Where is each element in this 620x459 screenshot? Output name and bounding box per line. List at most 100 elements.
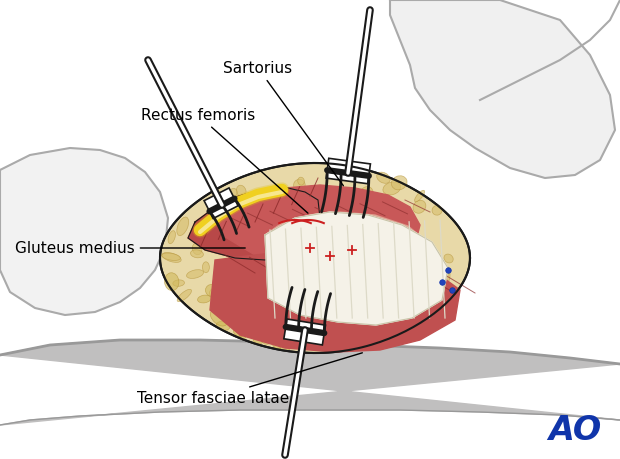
Ellipse shape — [245, 278, 263, 287]
Text: AO: AO — [548, 414, 601, 447]
Ellipse shape — [434, 269, 445, 279]
Ellipse shape — [168, 231, 175, 244]
Ellipse shape — [423, 254, 434, 269]
Ellipse shape — [398, 239, 407, 251]
Ellipse shape — [373, 332, 386, 344]
Ellipse shape — [203, 262, 210, 273]
Ellipse shape — [242, 279, 258, 290]
Ellipse shape — [363, 189, 371, 197]
Ellipse shape — [231, 277, 244, 287]
Ellipse shape — [271, 301, 287, 317]
Ellipse shape — [254, 329, 268, 344]
Ellipse shape — [360, 187, 373, 201]
Ellipse shape — [414, 261, 426, 277]
Ellipse shape — [413, 200, 426, 213]
Ellipse shape — [229, 188, 237, 197]
Ellipse shape — [358, 319, 366, 325]
Ellipse shape — [414, 247, 426, 258]
Ellipse shape — [265, 284, 276, 295]
Ellipse shape — [415, 190, 425, 202]
Polygon shape — [0, 340, 620, 425]
Polygon shape — [218, 185, 420, 268]
Polygon shape — [204, 188, 238, 218]
Ellipse shape — [327, 328, 338, 339]
Ellipse shape — [202, 222, 208, 230]
Ellipse shape — [173, 280, 185, 286]
Ellipse shape — [205, 284, 218, 297]
Polygon shape — [265, 212, 448, 268]
Polygon shape — [390, 0, 615, 178]
Ellipse shape — [246, 206, 256, 214]
Text: Tensor fasciae latae: Tensor fasciae latae — [137, 353, 362, 405]
Text: Sartorius: Sartorius — [223, 61, 343, 186]
Ellipse shape — [347, 206, 355, 214]
Ellipse shape — [216, 321, 230, 330]
Ellipse shape — [187, 270, 203, 279]
Ellipse shape — [298, 177, 304, 185]
Ellipse shape — [215, 260, 228, 271]
Ellipse shape — [224, 291, 233, 309]
Ellipse shape — [213, 291, 227, 304]
Ellipse shape — [293, 340, 304, 346]
Ellipse shape — [190, 250, 203, 258]
Ellipse shape — [433, 284, 450, 297]
Polygon shape — [326, 158, 370, 184]
Ellipse shape — [228, 304, 242, 316]
Polygon shape — [188, 188, 320, 260]
Ellipse shape — [198, 223, 210, 235]
Ellipse shape — [405, 288, 420, 303]
Ellipse shape — [221, 268, 234, 276]
Ellipse shape — [330, 307, 342, 318]
Polygon shape — [284, 319, 326, 345]
Ellipse shape — [220, 296, 235, 308]
Ellipse shape — [164, 273, 179, 291]
Ellipse shape — [262, 330, 275, 344]
Ellipse shape — [440, 265, 450, 285]
Ellipse shape — [392, 269, 402, 277]
Ellipse shape — [239, 322, 247, 340]
Ellipse shape — [162, 253, 180, 260]
Ellipse shape — [294, 179, 305, 191]
Polygon shape — [265, 212, 448, 325]
Ellipse shape — [409, 271, 419, 284]
Ellipse shape — [270, 196, 279, 213]
Ellipse shape — [177, 217, 188, 235]
Ellipse shape — [268, 330, 281, 349]
Ellipse shape — [228, 291, 244, 310]
Text: Gluteus medius: Gluteus medius — [15, 241, 246, 256]
Ellipse shape — [223, 286, 231, 294]
Ellipse shape — [268, 299, 282, 311]
Ellipse shape — [405, 287, 412, 293]
Ellipse shape — [275, 296, 290, 303]
Polygon shape — [0, 148, 168, 315]
Ellipse shape — [438, 266, 450, 278]
Ellipse shape — [377, 172, 390, 183]
Ellipse shape — [223, 308, 235, 321]
Ellipse shape — [255, 297, 268, 312]
Ellipse shape — [198, 295, 211, 303]
Ellipse shape — [221, 303, 234, 316]
Ellipse shape — [162, 252, 181, 263]
Ellipse shape — [277, 314, 287, 325]
Ellipse shape — [301, 333, 312, 345]
Polygon shape — [160, 163, 470, 353]
Ellipse shape — [210, 288, 221, 298]
Ellipse shape — [276, 328, 293, 336]
Ellipse shape — [242, 301, 259, 316]
Ellipse shape — [192, 243, 202, 255]
Ellipse shape — [306, 337, 319, 348]
Ellipse shape — [364, 313, 374, 323]
Ellipse shape — [242, 300, 252, 321]
Polygon shape — [210, 250, 460, 352]
Ellipse shape — [249, 324, 260, 339]
Ellipse shape — [205, 238, 216, 248]
Ellipse shape — [177, 289, 192, 302]
Ellipse shape — [275, 319, 295, 332]
Text: Rectus femoris: Rectus femoris — [141, 107, 308, 213]
Ellipse shape — [233, 324, 247, 337]
Ellipse shape — [223, 307, 236, 319]
Ellipse shape — [383, 182, 401, 195]
Ellipse shape — [444, 254, 453, 263]
Ellipse shape — [432, 206, 442, 215]
Ellipse shape — [226, 246, 235, 257]
